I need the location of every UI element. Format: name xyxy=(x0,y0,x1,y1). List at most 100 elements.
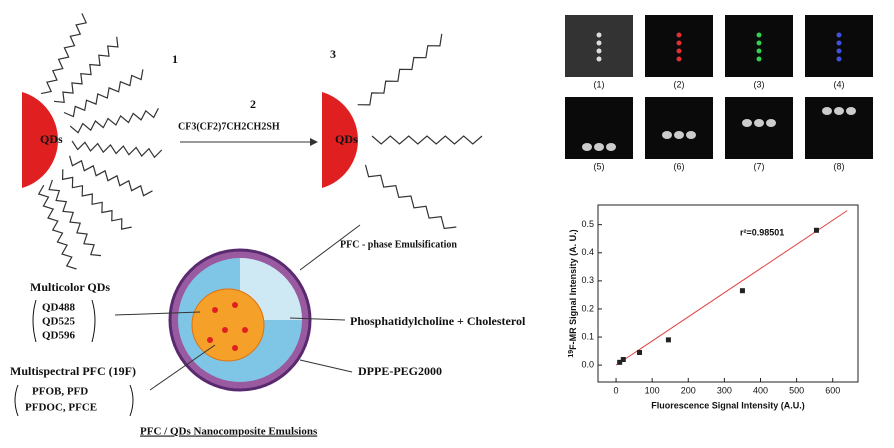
ligand xyxy=(69,108,159,134)
label: DPPE-PEG2000 xyxy=(358,364,442,378)
quantum-dot xyxy=(322,92,358,188)
ligands xyxy=(37,13,483,270)
x-tick-label: 200 xyxy=(681,385,696,395)
image-spot xyxy=(836,56,842,62)
image-panel xyxy=(645,97,713,159)
label: PFOB, PFD xyxy=(32,386,88,398)
plot-frame xyxy=(597,204,859,383)
ligand xyxy=(63,69,144,118)
label: Phosphatidylcholine + Cholesterol xyxy=(350,314,526,328)
panel-label: (7) xyxy=(754,161,765,171)
x-tick-label: 600 xyxy=(825,385,840,395)
image-panel xyxy=(565,15,633,77)
arrow xyxy=(289,317,346,321)
image-panel xyxy=(805,97,873,159)
y-tick-label: 0.0 xyxy=(581,360,594,370)
ligand xyxy=(71,140,163,159)
ligand xyxy=(364,164,457,230)
image-spot xyxy=(836,32,842,38)
image-spot xyxy=(766,119,776,127)
image-spot xyxy=(756,56,762,62)
panel-label: (5) xyxy=(594,161,605,171)
panel-label: (1) xyxy=(594,79,605,89)
y-axis-label: 19F-MR Signal Intensity (A. U.) xyxy=(568,229,579,357)
step-label: 3 xyxy=(330,47,336,61)
x-tick-label: 0 xyxy=(614,385,619,395)
point xyxy=(637,350,643,355)
arrow xyxy=(149,344,216,391)
image-panel xyxy=(725,15,793,77)
pfc-core xyxy=(191,288,265,362)
image-spot xyxy=(756,40,762,46)
qd-dots xyxy=(207,302,248,351)
trendline xyxy=(615,210,848,366)
image-panel xyxy=(645,15,713,77)
y-axis-label-sup: 19 xyxy=(568,350,575,358)
point xyxy=(665,337,671,343)
label: PFDOC, PFCE xyxy=(25,402,97,414)
label: QD596 xyxy=(42,330,76,342)
step-label: 2 xyxy=(250,97,256,111)
point xyxy=(620,357,626,363)
step-label: 1 xyxy=(172,52,178,66)
arrow xyxy=(299,224,361,271)
image-spot xyxy=(596,48,602,54)
ligand xyxy=(61,169,132,230)
image-spot xyxy=(596,40,602,46)
image-spot xyxy=(834,107,844,115)
image-spot xyxy=(676,32,682,38)
chart: 0 100 200 300 400 500 600 0.0 0.1 0.2 0.3 0.4 0.5 r²=… xyxy=(568,204,859,410)
image-spot xyxy=(676,48,682,54)
image-spot xyxy=(754,119,764,127)
image-spot xyxy=(756,32,762,38)
y-tick-label: 0.4 xyxy=(581,247,594,257)
point xyxy=(813,227,819,233)
image-spot xyxy=(676,56,682,62)
x-axis-label: Fluorescence Signal Intensity (A.U.) xyxy=(651,400,805,410)
image-spot xyxy=(662,131,672,139)
image-spot xyxy=(756,48,762,54)
panel-label: (6) xyxy=(674,161,685,171)
x-tick-label: 100 xyxy=(645,385,660,395)
panel-label: (2) xyxy=(674,79,685,89)
ligand xyxy=(69,155,153,197)
image-spot xyxy=(836,48,842,54)
ligand xyxy=(37,184,77,270)
image-spot xyxy=(582,143,592,151)
bracket xyxy=(32,299,96,343)
x-tick-label: 300 xyxy=(717,385,732,395)
caption: PFC / QDs Nanocomposite Emulsions xyxy=(140,426,318,438)
step-text: PFC - phase Emulsification xyxy=(340,239,457,250)
image-spot xyxy=(686,131,696,139)
image-spot xyxy=(676,40,682,46)
y-tick-label: 0.3 xyxy=(581,275,594,285)
y-tick-label: 0.1 xyxy=(581,331,594,341)
arrow xyxy=(114,311,201,316)
image-spot xyxy=(594,143,604,151)
point xyxy=(617,359,623,365)
image-spot xyxy=(822,107,832,115)
reagent: CF3(CF2)7CH2CH2SH xyxy=(178,121,280,132)
y-tick-label: 0.5 xyxy=(581,219,594,229)
image-panels: (1) (2) (3) (4) (5) (6) (7) (8) xyxy=(565,15,873,171)
label: QD488 xyxy=(42,302,76,314)
label: Multicolor QDs xyxy=(30,280,110,294)
annotation: r²=0.98501 xyxy=(740,227,784,237)
ligand xyxy=(40,13,88,95)
image-spot xyxy=(674,131,684,139)
y-tick-label: 0.2 xyxy=(581,303,594,313)
image-spot xyxy=(836,40,842,46)
qd-label: QDs xyxy=(40,132,63,146)
image-spot xyxy=(742,119,752,127)
y-axis-label-text: F-MR Signal Intensity (A. U.) xyxy=(568,229,578,350)
image-spot xyxy=(596,32,602,38)
ligand xyxy=(53,36,119,103)
image-spot xyxy=(846,107,856,115)
ligand xyxy=(48,179,102,257)
ligand xyxy=(371,135,483,145)
quantum-dot xyxy=(22,92,59,188)
x-tick-label: 500 xyxy=(789,385,804,395)
image-spot xyxy=(606,143,616,151)
x-tick-label: 400 xyxy=(753,385,768,395)
